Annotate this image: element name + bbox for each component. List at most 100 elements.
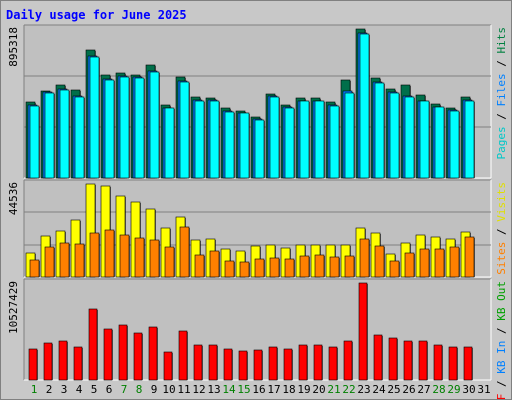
bar-kb-f-day-13: [208, 344, 218, 381]
bar-pages-day-28: [434, 106, 445, 179]
bar-pages-day-15: [239, 112, 250, 179]
bar-kb-f-day-4: [73, 346, 83, 381]
bar-shadow: [444, 250, 445, 277]
bar-kb-f-day-19: [298, 344, 308, 381]
x-tick-day-29: 29: [447, 383, 460, 396]
bar-sites-day-3: [59, 242, 70, 278]
bar-shadow: [234, 262, 235, 277]
legend-part: Pages: [495, 126, 508, 159]
x-tick-day-12: 12: [192, 383, 205, 396]
legend-part: /: [495, 374, 508, 394]
bar-shadow: [324, 102, 325, 178]
x-tick-day-17: 17: [267, 383, 280, 396]
bar-shadow: [414, 98, 415, 178]
bar-pages-day-30: [464, 100, 475, 179]
bar-kb-f-day-26: [403, 340, 413, 381]
bar-shadow: [84, 245, 85, 277]
bar-shadow: [367, 284, 368, 380]
bar-kb-f-day-7: [118, 324, 128, 381]
bar-kb-f-day-12: [193, 344, 203, 381]
bar-shadow: [129, 236, 130, 277]
bar-pages-day-20: [314, 100, 325, 179]
bar-pages-day-23: [359, 33, 370, 179]
x-tick-day-19: 19: [297, 383, 310, 396]
bar-shadow: [172, 353, 173, 380]
bar-shadow: [247, 352, 248, 380]
bar-sites-day-19: [299, 255, 310, 278]
x-tick-day-21: 21: [327, 383, 340, 396]
bar-shadow: [54, 248, 55, 277]
bar-pages-day-11: [179, 81, 190, 179]
bar-kb-f-day-28: [433, 344, 443, 381]
bar-sites-day-4: [74, 243, 85, 278]
legend-label-3: KB F / KB In / KB Out: [495, 281, 508, 400]
bar-sites-day-13: [209, 250, 220, 278]
bar-shadow: [174, 109, 175, 178]
bar-shadow: [354, 257, 355, 277]
bar-shadow: [264, 260, 265, 277]
bar-shadow: [174, 248, 175, 277]
x-tick-day-13: 13: [207, 383, 220, 396]
bar-pages-day-29: [449, 110, 460, 179]
bar-shadow: [234, 113, 235, 178]
x-tick-day-7: 7: [121, 383, 128, 396]
legend-part: /: [495, 222, 508, 242]
bar-shadow: [249, 263, 250, 277]
bar-kb-f-day-29: [448, 346, 458, 381]
bar-shadow: [339, 258, 340, 277]
bar-sites-day-22: [344, 255, 355, 278]
y-max-label: 44536: [7, 182, 20, 215]
bar-pages-day-14: [224, 111, 235, 179]
bar-shadow: [399, 94, 400, 178]
bar-pages-day-25: [389, 92, 400, 179]
bar-sites-day-21: [329, 256, 340, 278]
bar-shadow: [129, 78, 130, 178]
bar-shadow: [309, 257, 310, 277]
bar-kb-f-day-15: [238, 350, 248, 381]
bar-sites-day-29: [449, 246, 460, 278]
bar-pages-day-5: [89, 56, 100, 179]
bar-shadow: [339, 107, 340, 178]
bar-kb-f-day-18: [283, 348, 293, 381]
bar-sites-day-23: [359, 238, 370, 278]
bar-shadow: [262, 351, 263, 380]
bar-shadow: [382, 336, 383, 380]
bar-kb-f-day-24: [373, 334, 383, 381]
bar-pages-day-9: [149, 71, 160, 179]
bar-shadow: [127, 326, 128, 380]
bar-shadow: [369, 240, 370, 277]
bar-kb-f-day-1: [28, 348, 38, 381]
bar-shadow: [444, 108, 445, 178]
bar-shadow: [112, 330, 113, 380]
bar-sites-day-5: [89, 232, 100, 278]
bar-shadow: [294, 109, 295, 178]
x-tick-day-5: 5: [91, 383, 98, 396]
legend-part: /: [495, 54, 508, 74]
bar-pages-day-19: [299, 100, 310, 179]
bar-kb-f-day-30: [463, 346, 473, 381]
x-tick-day-24: 24: [372, 383, 386, 396]
bar-shadow: [369, 35, 370, 178]
bar-shadow: [384, 84, 385, 178]
bar-shadow: [324, 256, 325, 277]
bar-shadow: [472, 348, 473, 380]
bar-sites-day-20: [314, 254, 325, 278]
bar-shadow: [99, 234, 100, 277]
bar-sites-day-17: [269, 257, 280, 278]
bar-kb-f-day-10: [163, 351, 173, 381]
bar-shadow: [187, 332, 188, 380]
bar-sites-day-9: [149, 239, 160, 278]
bar-pages-day-22: [344, 92, 355, 179]
bar-shadow: [277, 348, 278, 380]
x-tick-day-16: 16: [252, 383, 265, 396]
bar-shadow: [52, 344, 53, 380]
bar-shadow: [427, 342, 428, 380]
bar-sites-day-8: [134, 237, 145, 278]
bar-pages-day-16: [254, 119, 265, 179]
bar-pages-day-1: [29, 105, 40, 179]
bar-kb-f-day-22: [343, 340, 353, 381]
bar-sites-day-11: [179, 226, 190, 278]
bar-shadow: [95, 185, 96, 277]
bar-shadow: [144, 239, 145, 277]
